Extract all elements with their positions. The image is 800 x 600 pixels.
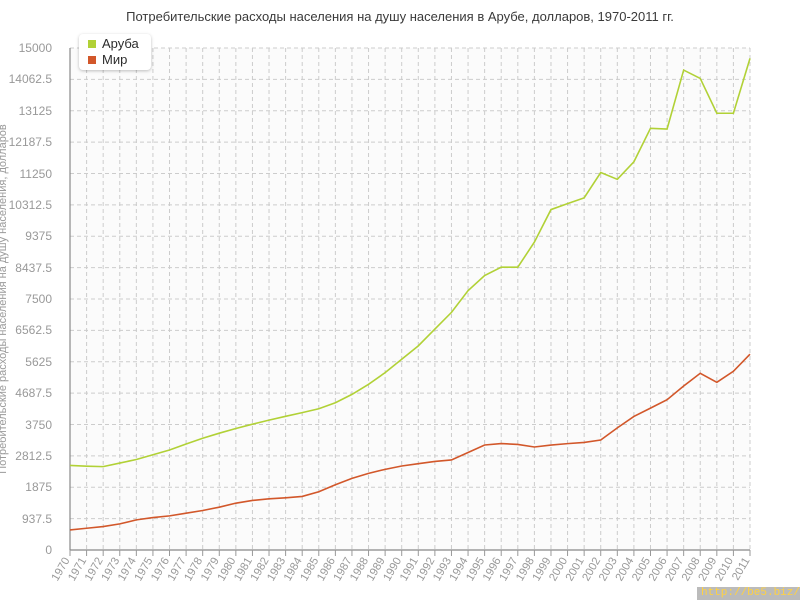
svg-text:2011: 2011 bbox=[730, 556, 753, 583]
